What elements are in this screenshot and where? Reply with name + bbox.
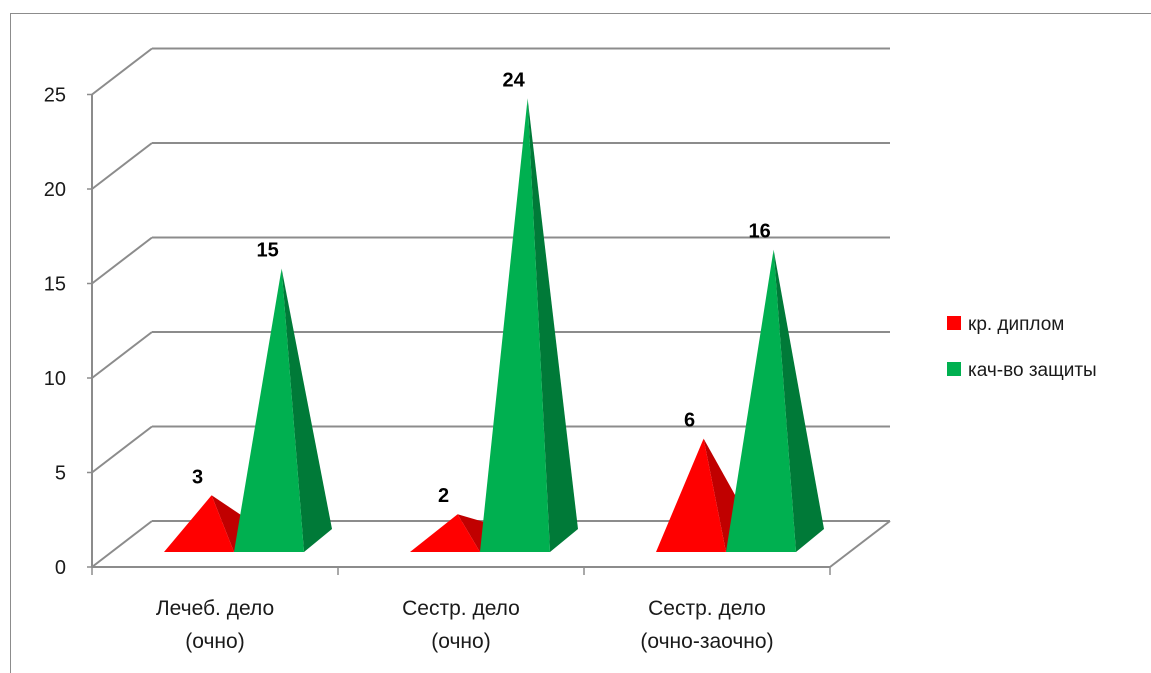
x-category-label: Сестр. дело bbox=[648, 597, 766, 620]
legend-swatch bbox=[947, 362, 961, 376]
pyramid-front-face bbox=[164, 495, 234, 552]
data-label: 2 bbox=[438, 485, 449, 507]
side-gridline-5 bbox=[91, 425, 153, 474]
legend-label: кач-во защиты bbox=[968, 360, 1097, 381]
side-gridline-15 bbox=[91, 236, 153, 285]
data-label: 3 bbox=[192, 466, 203, 488]
pyramid-front-face bbox=[656, 438, 726, 552]
x-category-label: (очно) bbox=[185, 630, 244, 653]
floor-right-edge bbox=[829, 520, 891, 568]
side-gridline-25 bbox=[91, 47, 153, 96]
pyramid-front-face bbox=[480, 98, 550, 553]
y-tick-label: 15 bbox=[44, 274, 66, 296]
x-category-label: (очно) bbox=[431, 630, 490, 653]
side-gridline-20 bbox=[91, 142, 153, 190]
y-tick-label: 5 bbox=[55, 463, 66, 485]
pyramid-side-face bbox=[527, 98, 578, 553]
side-gridline-10 bbox=[91, 331, 153, 379]
pyramid-side-face bbox=[773, 249, 824, 552]
pyramid-front-face bbox=[410, 514, 480, 552]
x-category-label: Сестр. дело bbox=[402, 597, 520, 620]
legend-label: кр. диплом bbox=[968, 314, 1064, 335]
y-tick-label: 25 bbox=[44, 85, 66, 107]
pyramid-side-face bbox=[281, 268, 332, 552]
side-gridline-0 bbox=[91, 520, 153, 568]
x-category-label: (очно-заочно) bbox=[640, 630, 773, 653]
legend-swatch bbox=[947, 316, 961, 330]
data-label: 6 bbox=[684, 410, 695, 432]
data-label: 16 bbox=[748, 221, 770, 243]
y-tick-label: 0 bbox=[55, 557, 66, 579]
data-label: 24 bbox=[502, 69, 525, 91]
x-category-label: Лечеб. дело bbox=[156, 597, 274, 620]
chart-frame bbox=[10, 13, 1151, 673]
y-tick-label: 20 bbox=[44, 179, 66, 201]
y-tick-label: 10 bbox=[44, 368, 66, 390]
pyramid-front-face bbox=[726, 249, 796, 552]
pyramid-front-face bbox=[234, 268, 304, 552]
data-label: 15 bbox=[256, 240, 278, 262]
